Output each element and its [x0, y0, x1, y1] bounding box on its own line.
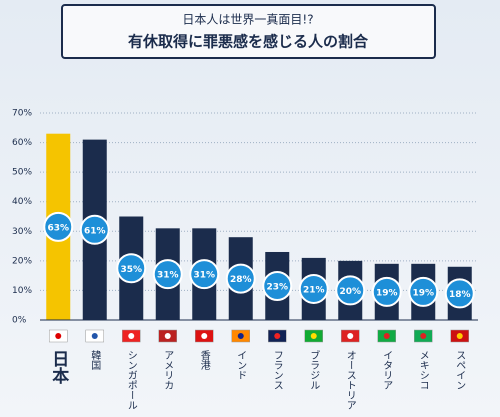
- flag-emblem: [128, 333, 135, 339]
- chart-subtitle: 有休取得に罪悪感を感じる人の割合: [128, 33, 369, 51]
- x-tick-label: イタリア: [381, 350, 393, 390]
- y-tick-label: 60%: [12, 138, 32, 148]
- x-tick-label: 韓国: [89, 350, 101, 371]
- x-tick-label: シンガポール: [125, 350, 137, 410]
- flag-emblem: [201, 333, 208, 339]
- value-label: 31%: [193, 271, 215, 281]
- flag-emblem: [274, 333, 281, 339]
- x-tick-label: メキシコ: [417, 350, 428, 390]
- x-tick-label: インド: [235, 350, 247, 380]
- y-tick-label: 10%: [12, 286, 32, 296]
- value-label: 63%: [47, 223, 69, 233]
- y-tick-label: 0%: [12, 316, 27, 326]
- y-tick-label: 70%: [12, 109, 32, 119]
- y-tick-label: 40%: [12, 197, 32, 207]
- value-badge: [335, 275, 366, 306]
- value-label: 61%: [84, 226, 106, 236]
- x-tick-label: 日本: [48, 350, 69, 385]
- value-label: 19%: [412, 288, 434, 298]
- value-label: 31%: [157, 271, 179, 281]
- value-label: 20%: [339, 287, 361, 297]
- x-tick-label: オーストリア: [344, 350, 355, 410]
- value-badge: [444, 278, 475, 309]
- value-label: 23%: [266, 282, 288, 292]
- y-tick-label: 20%: [12, 256, 32, 266]
- x-tick-label: 香港: [198, 350, 210, 370]
- chart-title: 日本人は世界一真面目!?: [182, 13, 313, 27]
- value-label: 18%: [449, 290, 471, 300]
- flag-emblem: [310, 333, 317, 339]
- flag-emblem: [237, 333, 244, 339]
- flag-emblem: [383, 333, 390, 339]
- x-tick-label: アメリカ: [162, 350, 173, 390]
- value-badge: [371, 276, 402, 307]
- value-badge: [79, 214, 110, 245]
- value-badge: [116, 253, 147, 284]
- value-badge: [152, 259, 183, 290]
- y-tick-label: 50%: [12, 168, 32, 178]
- value-label: 28%: [230, 275, 252, 285]
- flag-emblem: [456, 333, 463, 339]
- flag-emblem: [420, 333, 427, 339]
- x-tick-label: フランス: [271, 350, 282, 390]
- x-tick-label: ブラジル: [308, 349, 320, 390]
- value-label: 19%: [376, 288, 398, 298]
- value-label: 21%: [303, 285, 325, 295]
- flag-emblem: [164, 333, 171, 339]
- title-box: [61, 4, 436, 59]
- x-tick-label: スペイン: [454, 350, 466, 390]
- value-badge: [298, 273, 329, 304]
- value-badge: [189, 259, 220, 290]
- value-badge: [262, 270, 293, 301]
- flag-emblem: [55, 333, 62, 339]
- y-tick-label: 30%: [12, 227, 32, 237]
- value-label: 35%: [120, 265, 142, 275]
- value-badge: [408, 276, 439, 307]
- flag-emblem: [91, 333, 98, 339]
- value-badge: [225, 263, 256, 294]
- value-badge: [43, 211, 74, 242]
- flag-emblem: [347, 333, 354, 339]
